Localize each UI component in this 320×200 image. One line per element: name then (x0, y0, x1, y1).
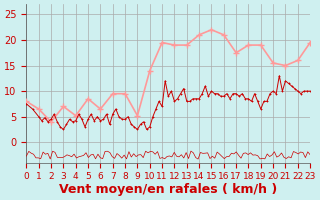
X-axis label: Vent moyen/en rafales ( km/h ): Vent moyen/en rafales ( km/h ) (59, 183, 277, 196)
